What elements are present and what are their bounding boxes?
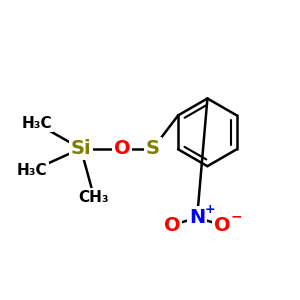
- Text: Si: Si: [70, 139, 91, 158]
- Text: N: N: [189, 208, 205, 227]
- Text: O: O: [214, 216, 230, 235]
- Text: −: −: [230, 210, 242, 224]
- Text: O: O: [164, 216, 180, 235]
- Text: H₃C: H₃C: [21, 116, 52, 131]
- Text: S: S: [146, 139, 160, 158]
- Text: H₃C: H₃C: [17, 163, 47, 178]
- Text: CH₃: CH₃: [79, 190, 110, 205]
- Text: O: O: [114, 139, 130, 158]
- Text: +: +: [204, 203, 215, 216]
